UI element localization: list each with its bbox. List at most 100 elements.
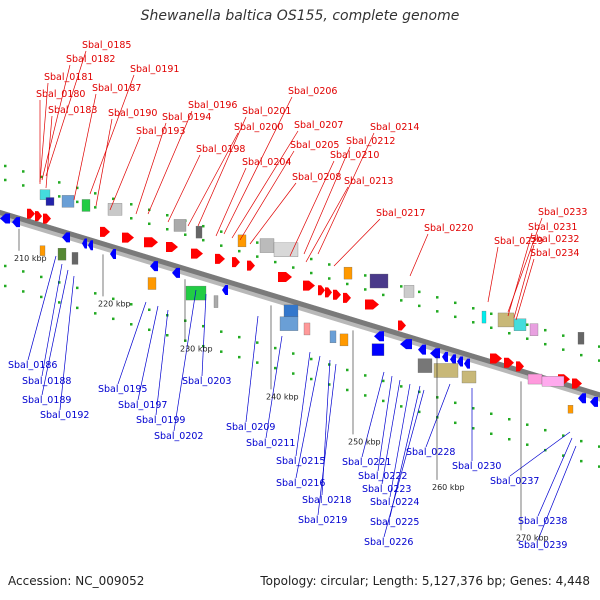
grid-dot xyxy=(562,454,565,457)
leader-line-forward xyxy=(409,233,429,277)
grid-dot xyxy=(22,184,25,187)
kbp-tick-label: 220 kbp xyxy=(98,299,131,308)
reverse-gene-arrow xyxy=(222,285,228,296)
gene-label-forward: Sbal_0208 xyxy=(292,172,341,183)
grid-dot xyxy=(526,443,529,446)
gene-label-reverse: Sbal_0224 xyxy=(370,497,419,508)
forward-gene-arrow xyxy=(247,260,255,271)
leader-line-forward xyxy=(249,182,297,245)
gene-label-forward: Sbal_0181 xyxy=(44,72,93,83)
grid-dot xyxy=(94,312,97,315)
reverse-gene-arrow xyxy=(464,358,470,369)
gene-label-forward: Sbal_0183 xyxy=(48,105,97,116)
leader-line-forward xyxy=(333,218,381,267)
reverse-gene-arrow xyxy=(578,393,586,404)
grid-dot xyxy=(310,377,313,381)
grid-dot xyxy=(40,295,43,299)
grid-dot xyxy=(490,326,493,330)
forward-gene-arrow xyxy=(166,241,178,252)
grid-dot xyxy=(454,421,457,425)
leader-line-reverse xyxy=(381,379,401,485)
grid-dot xyxy=(256,241,259,244)
gene-box-cyan xyxy=(513,318,527,331)
grid-dot xyxy=(526,337,529,340)
grid-dot xyxy=(364,274,367,277)
leader-line-reverse xyxy=(41,263,63,377)
gene-label-forward: Sbal_0232 xyxy=(530,234,579,245)
forward-gene-arrow xyxy=(278,272,292,283)
grid-dot xyxy=(58,301,61,304)
gene-label-forward: Sbal_0213 xyxy=(344,176,393,187)
gene-label-forward: Sbal_0212 xyxy=(346,136,395,147)
gene-label-reverse: Sbal_0202 xyxy=(154,431,203,442)
gene-label-forward: Sbal_0204 xyxy=(242,157,291,168)
gene-box-orange xyxy=(567,405,574,414)
forward-gene-arrow xyxy=(191,248,203,259)
leader-line-reverse xyxy=(155,309,169,416)
grid-dot xyxy=(418,290,421,294)
gene-label-reverse: Sbal_0228 xyxy=(406,447,455,458)
gene-box-cyan xyxy=(39,189,51,200)
gene-box-steel xyxy=(279,316,299,331)
gene-box-orange xyxy=(339,333,349,347)
leader-line-forward xyxy=(135,122,167,215)
leader-line-forward xyxy=(147,110,193,215)
leader-line-reverse xyxy=(245,315,259,423)
grid-dot xyxy=(112,317,115,321)
reverse-gene-arrow xyxy=(62,232,70,243)
leader-line-reverse xyxy=(59,275,75,411)
gene-label-reverse: Sbal_0223 xyxy=(362,484,411,495)
gene-label-forward: Sbal_0201 xyxy=(242,106,291,117)
grid-dot xyxy=(238,249,241,253)
grid-dot xyxy=(418,304,421,308)
kbp-tick-label: 210 kbp xyxy=(14,254,47,263)
grid-dot xyxy=(220,350,223,353)
leader-line-reverse xyxy=(383,389,425,538)
gene-label-reverse: Sbal_0209 xyxy=(226,422,275,433)
grid-dot xyxy=(436,310,439,313)
leader-line-forward xyxy=(197,116,247,227)
grid-dot xyxy=(94,206,97,209)
leader-line-reverse xyxy=(27,255,57,361)
gene-box-blue xyxy=(371,343,385,356)
leader-line-forward xyxy=(317,132,375,255)
grid-dot xyxy=(490,432,493,436)
gene-label-forward: Sbal_0190 xyxy=(108,108,157,119)
gene-label-reverse: Sbal_0211 xyxy=(246,438,295,449)
reverse-gene-arrow xyxy=(430,348,440,359)
gene-box-steel xyxy=(329,330,337,344)
leader-line-reverse xyxy=(389,385,421,518)
grid-dot xyxy=(598,345,600,348)
grid-dot xyxy=(328,277,331,280)
grid-dot xyxy=(274,260,277,264)
grid-dot xyxy=(400,285,403,288)
gene-label-reverse: Sbal_0230 xyxy=(452,461,501,472)
kbp-tick-label: 240 kbp xyxy=(266,392,299,401)
reverse-gene-arrow xyxy=(457,356,463,367)
grid-dot xyxy=(580,459,583,463)
gene-label-reverse: Sbal_0226 xyxy=(364,537,413,548)
grid-dot xyxy=(238,355,241,359)
kbp-ticks: 210 kbp 220 kbp 230 kbp 240 kbp 250 kbp 260 k… xyxy=(14,228,549,542)
grid-dot xyxy=(148,208,151,212)
grid-dot xyxy=(256,361,259,364)
gene-features xyxy=(0,189,598,414)
leader-line-forward xyxy=(41,64,71,181)
grid-dot xyxy=(130,217,133,220)
leader-line-forward xyxy=(507,232,533,317)
reverse-gene-arrow xyxy=(88,240,93,251)
gene-label-forward: Sbal_0217 xyxy=(376,208,425,219)
gene-label-forward: Sbal_0231 xyxy=(528,222,577,233)
gene-label-forward: Sbal_0198 xyxy=(196,144,245,155)
forward-gene-arrow xyxy=(365,299,379,310)
grid-dot xyxy=(58,181,61,184)
leader-line-forward xyxy=(89,74,135,195)
grid-dot xyxy=(490,412,493,416)
gene-label-forward: Sbal_0191 xyxy=(130,64,179,75)
leader-line-forward xyxy=(289,160,335,257)
grid-dot xyxy=(490,312,493,316)
leader-line-reverse xyxy=(295,351,311,457)
gene-label-forward: Sbal_0187 xyxy=(92,83,141,94)
grid-dot xyxy=(256,341,259,344)
